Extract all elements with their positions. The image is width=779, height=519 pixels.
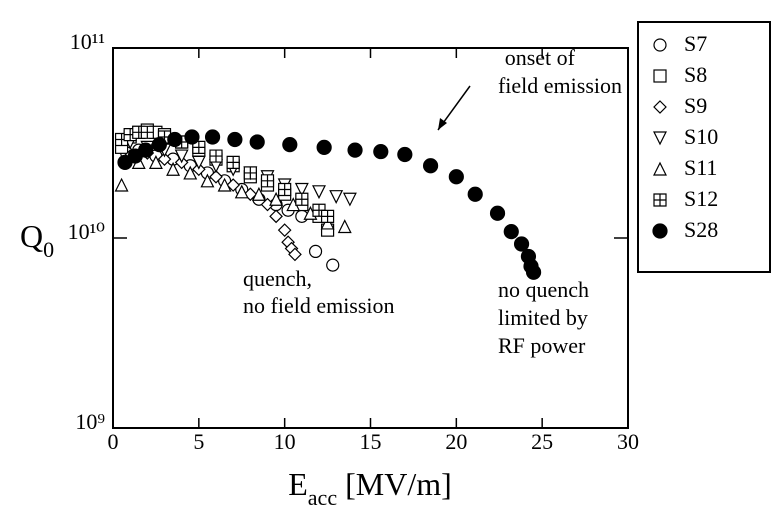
data-point <box>217 177 232 192</box>
data-point <box>295 192 309 206</box>
data-point <box>422 158 439 174</box>
data-point <box>503 224 519 240</box>
data-point <box>234 184 249 199</box>
data-point <box>347 142 363 158</box>
legend-label: S10 <box>684 124 718 149</box>
data-point <box>316 139 332 155</box>
legend-label: S12 <box>684 186 718 211</box>
data-point <box>114 177 129 192</box>
legend-label: S7 <box>684 31 707 56</box>
x-tick-label: 20 <box>445 429 467 454</box>
y-tick-label: 10¹¹ <box>70 29 105 54</box>
data-point <box>373 143 389 160</box>
data-point <box>448 169 464 185</box>
legend-box <box>637 21 771 273</box>
data-point <box>151 137 167 153</box>
x-tick-label: 5 <box>193 429 204 454</box>
data-point <box>294 182 309 197</box>
data-point <box>227 131 243 148</box>
data-point <box>320 215 335 230</box>
annotation: no field emission <box>243 293 395 318</box>
annotation: limited by <box>498 305 588 330</box>
arrow-head <box>438 118 447 130</box>
data-point <box>148 155 163 169</box>
data-point <box>269 209 283 224</box>
data-point <box>326 258 340 272</box>
data-point <box>337 219 352 234</box>
data-point <box>209 149 223 163</box>
data-point <box>282 137 298 153</box>
legend-marker <box>653 161 667 176</box>
plot-frame <box>112 47 629 429</box>
data-point <box>329 190 344 205</box>
data-point <box>260 174 275 188</box>
data-point <box>183 165 198 180</box>
x-label-unit: [MV/m] <box>345 466 452 502</box>
legend-label: S8 <box>684 62 707 87</box>
data-point <box>249 134 265 150</box>
x-tick-label: 25 <box>531 429 553 454</box>
data-point <box>167 131 183 148</box>
x-label-main: E <box>288 466 308 502</box>
data-point <box>243 166 257 180</box>
x-tick-label: 15 <box>360 429 382 454</box>
y-axis-label: Q0 <box>20 218 54 262</box>
data-point <box>251 186 266 201</box>
data-point <box>278 182 292 197</box>
data-point <box>525 264 542 280</box>
x-tick-label: 0 <box>108 429 119 454</box>
data-point <box>209 169 223 184</box>
legend-marker <box>653 69 667 83</box>
data-point <box>243 187 258 202</box>
data-point <box>308 244 323 259</box>
data-point <box>138 142 154 158</box>
y-label-main: Q <box>20 218 43 254</box>
legend-marker <box>653 100 667 114</box>
data-point <box>184 129 200 145</box>
data-point <box>342 192 357 207</box>
x-axis-label: Eacc [MV/m] <box>288 466 452 510</box>
x-tick-label: 10 <box>274 429 296 454</box>
legend-marker <box>653 131 667 146</box>
data-point <box>166 161 181 176</box>
annotation: no quench <box>498 277 589 302</box>
data-point <box>277 223 292 237</box>
data-point <box>226 155 240 169</box>
data-point <box>226 178 241 192</box>
data-point <box>320 209 335 223</box>
data-point <box>174 149 189 164</box>
data-point <box>192 140 206 154</box>
legend-label: S28 <box>684 217 718 242</box>
x-tick-label: 30 <box>617 429 639 454</box>
legend-label: S9 <box>684 93 707 118</box>
annotation: onset of <box>505 45 576 70</box>
x-label-sub: acc <box>308 485 338 510</box>
data-point <box>191 155 206 170</box>
annotation: RF power <box>498 333 586 358</box>
annotation: quench, <box>243 266 312 291</box>
legend-marker <box>653 38 667 52</box>
data-point <box>269 191 284 206</box>
legend-label: S11 <box>684 155 717 180</box>
data-point <box>200 173 215 188</box>
data-point <box>397 146 413 163</box>
data-point <box>467 186 483 202</box>
data-point <box>204 129 221 145</box>
data-point <box>288 247 302 262</box>
data-point <box>489 205 506 221</box>
annotation: field emission <box>498 73 622 98</box>
y-label-sub: 0 <box>43 237 54 262</box>
legend-marker <box>652 223 668 239</box>
legend-marker <box>653 193 667 207</box>
data-point <box>312 185 326 200</box>
y-tick-label: 10⁹ <box>75 409 105 434</box>
data-point <box>157 152 172 167</box>
data-point <box>140 125 154 139</box>
y-tick-label: 10¹⁰ <box>68 219 106 244</box>
data-point <box>513 236 530 252</box>
